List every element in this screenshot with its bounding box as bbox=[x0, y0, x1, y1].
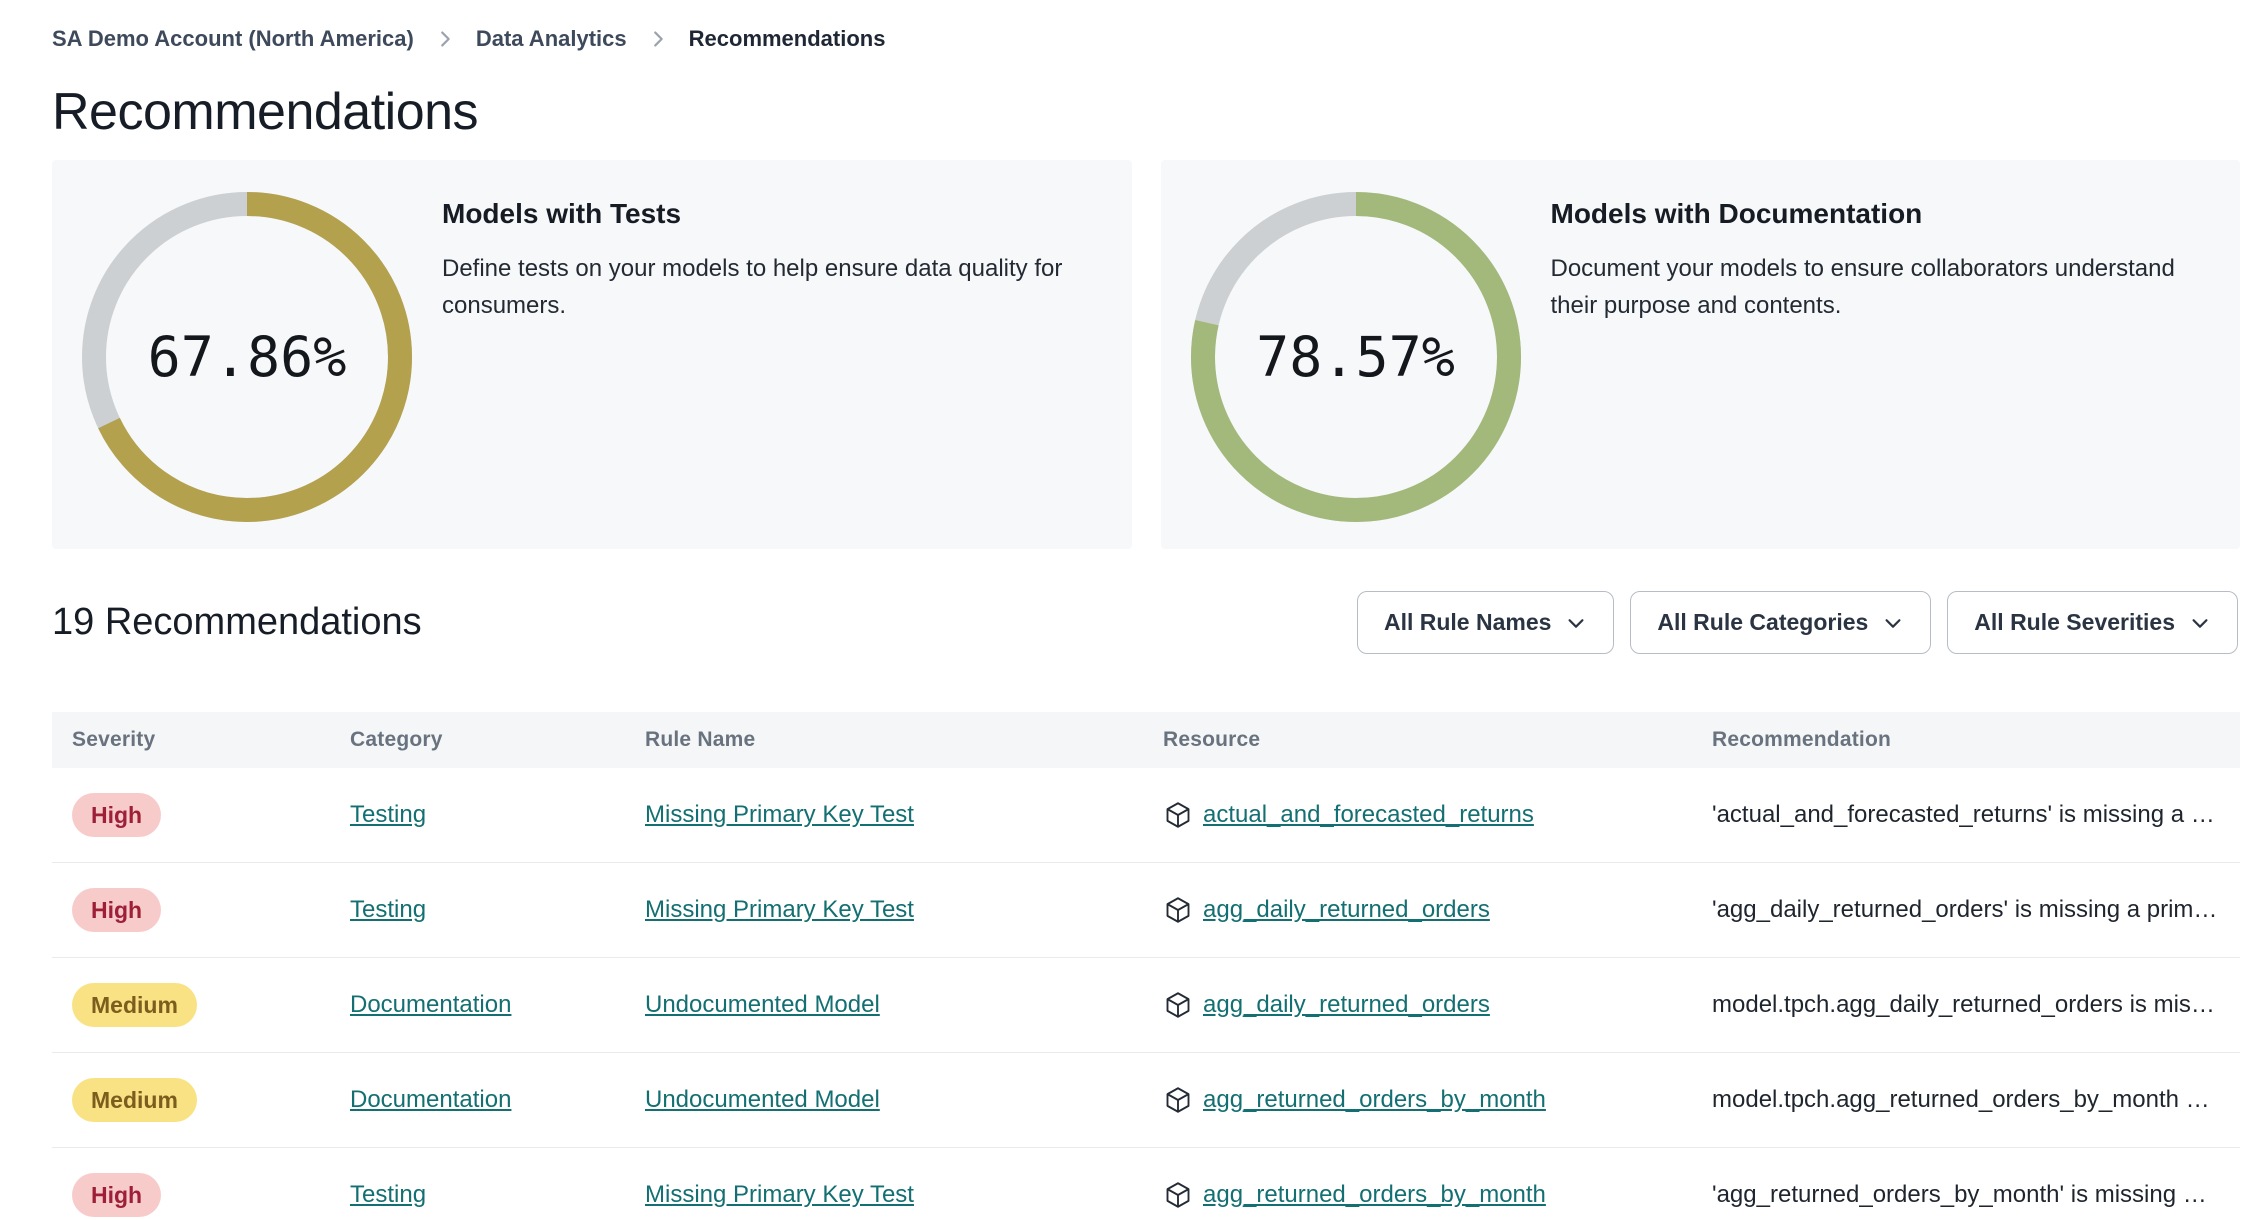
breadcrumb-account[interactable]: SA Demo Account (North America) bbox=[52, 26, 414, 51]
card-description: Define tests on your models to help ensu… bbox=[442, 255, 1063, 319]
category-link[interactable]: Documentation bbox=[350, 1086, 512, 1113]
filters: All Rule Names All Rule Categories All R… bbox=[1356, 591, 2238, 654]
severity-cell: High bbox=[52, 793, 350, 837]
rule-name-cell: Missing Primary Key Test bbox=[645, 896, 1163, 924]
tests-coverage-donut-chart: 67.86% bbox=[82, 192, 412, 522]
rule-name-link[interactable]: Missing Primary Key Test bbox=[645, 1181, 914, 1208]
card-title: Models with Tests bbox=[442, 198, 682, 229]
card-models-with-tests: 67.86% Models with Tests Define tests on… bbox=[52, 160, 1132, 549]
rule-names-filter-dropdown[interactable]: All Rule Names bbox=[1356, 591, 1615, 654]
resource-cell: agg_daily_returned_orders bbox=[1163, 895, 1712, 925]
rule-name-link[interactable]: Undocumented Model bbox=[645, 1086, 880, 1113]
severity-cell: High bbox=[52, 1173, 350, 1217]
severity-badge: High bbox=[72, 793, 162, 837]
table-row: High Testing Missing Primary Key Test ac… bbox=[52, 768, 2240, 863]
rule-name-cell: Undocumented Model bbox=[645, 1086, 1163, 1114]
category-cell: Testing bbox=[350, 801, 645, 829]
rule-name-link[interactable]: Missing Primary Key Test bbox=[645, 896, 914, 923]
filter-label: All Rule Severities bbox=[1974, 609, 2175, 635]
table-header: Severity Category Rule Name Resource Rec… bbox=[52, 712, 2240, 768]
severity-cell: Medium bbox=[52, 983, 350, 1027]
resource-link[interactable]: agg_daily_returned_orders bbox=[1203, 991, 1490, 1018]
tests-coverage-percent: 67.86% bbox=[147, 325, 347, 389]
category-link[interactable]: Testing bbox=[350, 1181, 427, 1208]
filter-label: All Rule Names bbox=[1383, 609, 1552, 635]
rule-name-cell: Missing Primary Key Test bbox=[645, 801, 1163, 829]
model-cube-icon bbox=[1163, 990, 1193, 1020]
recommendation-cell: 'agg_daily_returned_orders' is missing a… bbox=[1712, 896, 2218, 923]
chevron-right-icon bbox=[647, 28, 669, 50]
card-text: Models with Documentation Document your … bbox=[1551, 192, 2211, 324]
recommendation-cell: 'actual_and_forecasted_returns' is missi… bbox=[1712, 801, 2215, 828]
severity-badge: High bbox=[72, 1173, 162, 1217]
rule-name-cell: Undocumented Model bbox=[645, 991, 1163, 1019]
table-row: Medium Documentation Undocumented Model … bbox=[52, 958, 2240, 1053]
severity-badge: Medium bbox=[72, 983, 197, 1027]
resource-link[interactable]: agg_daily_returned_orders bbox=[1203, 896, 1490, 923]
model-cube-icon bbox=[1163, 895, 1193, 925]
card-title: Models with Documentation bbox=[1550, 198, 1923, 229]
resource-cell: actual_and_forecasted_returns bbox=[1163, 800, 1712, 830]
chevron-down-icon bbox=[1882, 612, 1904, 634]
category-cell: Documentation bbox=[350, 1086, 645, 1114]
table-body: High Testing Missing Primary Key Test ac… bbox=[52, 768, 2240, 1220]
card-description: Document your models to ensure collabora… bbox=[1550, 255, 2175, 319]
column-header-severity: Severity bbox=[72, 728, 156, 751]
list-header-bar: 19 Recommendations All Rule Names All Ru… bbox=[52, 591, 2240, 654]
column-header-category: Category bbox=[350, 728, 443, 751]
chevron-down-icon bbox=[2189, 612, 2211, 634]
rule-name-link[interactable]: Missing Primary Key Test bbox=[645, 801, 914, 828]
chevron-down-icon bbox=[1565, 612, 1587, 634]
resource-cell: agg_daily_returned_orders bbox=[1163, 990, 1712, 1020]
rule-name-cell: Missing Primary Key Test bbox=[645, 1181, 1163, 1209]
column-header-rule-name: Rule Name bbox=[645, 728, 756, 751]
severity-badge: Medium bbox=[72, 1078, 197, 1122]
model-cube-icon bbox=[1163, 1085, 1193, 1115]
recommendations-count: 19 Recommendations bbox=[52, 601, 422, 643]
resource-link[interactable]: actual_and_forecasted_returns bbox=[1203, 801, 1534, 828]
column-header-resource: Resource bbox=[1163, 728, 1261, 751]
recommendation-cell: 'agg_returned_orders_by_month' is missin… bbox=[1712, 1181, 2207, 1208]
column-header-recommendation: Recommendation bbox=[1712, 728, 1891, 751]
resource-link[interactable]: agg_returned_orders_by_month bbox=[1203, 1181, 1546, 1208]
category-cell: Testing bbox=[350, 1181, 645, 1209]
page-title: Recommendations bbox=[52, 83, 479, 141]
severity-cell: Medium bbox=[52, 1078, 350, 1122]
model-cube-icon bbox=[1163, 800, 1193, 830]
table-row: High Testing Missing Primary Key Test ag… bbox=[52, 1148, 2240, 1220]
recommendation-cell: model.tpch.agg_daily_returned_orders is … bbox=[1712, 991, 2215, 1018]
breadcrumb-current: Recommendations bbox=[688, 26, 886, 51]
rule-severities-filter-dropdown[interactable]: All Rule Severities bbox=[1947, 591, 2238, 654]
breadcrumb: SA Demo Account (North America) Data Ana… bbox=[52, 22, 2240, 56]
resource-link[interactable]: agg_returned_orders_by_month bbox=[1203, 1086, 1546, 1113]
table-row: Medium Documentation Undocumented Model … bbox=[52, 1053, 2240, 1148]
breadcrumb-project[interactable]: Data Analytics bbox=[475, 26, 627, 51]
category-cell: Documentation bbox=[350, 991, 645, 1019]
category-link[interactable]: Testing bbox=[350, 896, 427, 923]
docs-coverage-percent: 78.57% bbox=[1256, 325, 1455, 389]
category-link[interactable]: Testing bbox=[350, 801, 427, 828]
severity-badge: High bbox=[72, 888, 162, 932]
card-text: Models with Tests Define tests on your m… bbox=[442, 192, 1102, 324]
rule-name-link[interactable]: Undocumented Model bbox=[645, 991, 880, 1018]
chevron-right-icon bbox=[434, 28, 456, 50]
severity-cell: High bbox=[52, 888, 350, 932]
category-cell: Testing bbox=[350, 896, 645, 924]
model-cube-icon bbox=[1163, 1180, 1193, 1210]
category-link[interactable]: Documentation bbox=[350, 991, 512, 1018]
card-models-with-documentation: 78.57% Models with Documentation Documen… bbox=[1160, 160, 2240, 549]
table-row: High Testing Missing Primary Key Test ag… bbox=[52, 863, 2240, 958]
filter-label: All Rule Categories bbox=[1657, 609, 1869, 635]
resource-cell: agg_returned_orders_by_month bbox=[1163, 1180, 1712, 1210]
recommendation-cell: model.tpch.agg_returned_orders_by_month … bbox=[1712, 1086, 2210, 1113]
recommendations-table: Severity Category Rule Name Resource Rec… bbox=[52, 712, 2240, 1220]
rule-categories-filter-dropdown[interactable]: All Rule Categories bbox=[1630, 591, 1932, 654]
resource-cell: agg_returned_orders_by_month bbox=[1163, 1085, 1712, 1115]
summary-cards: 67.86% Models with Tests Define tests on… bbox=[52, 160, 2240, 549]
docs-coverage-donut-chart: 78.57% bbox=[1190, 192, 1521, 522]
